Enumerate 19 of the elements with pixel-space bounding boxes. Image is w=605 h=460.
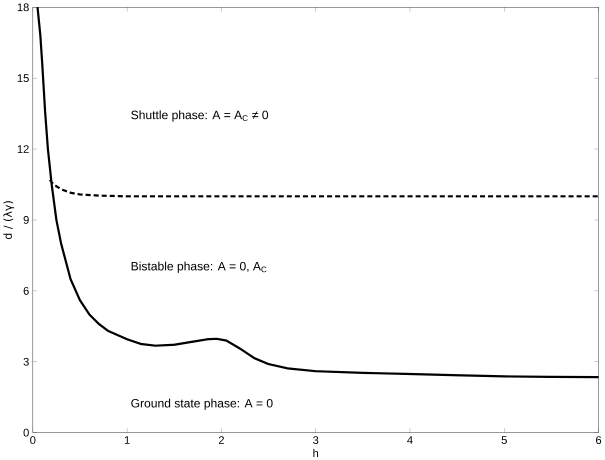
y-tick-label: 18 bbox=[18, 3, 29, 12]
x-tick-label: 3 bbox=[313, 436, 318, 444]
x-tick-label: 6 bbox=[596, 436, 602, 444]
annotation: Ground state phase: A = 0 bbox=[131, 398, 273, 410]
x-tick-label: 2 bbox=[218, 436, 224, 444]
x-tick-label: 1 bbox=[124, 436, 130, 444]
annotation: Bistable phase: A = 0, A$_{C}$ bbox=[132, 261, 266, 273]
y-tick-label: 15 bbox=[18, 74, 29, 82]
y-tick-label: 9 bbox=[24, 216, 29, 224]
y-axis-title: d / (λγ) bbox=[3, 201, 14, 239]
x-tick-label: 5 bbox=[502, 436, 507, 444]
y-tick-label: 6 bbox=[24, 286, 29, 295]
y-tick-label: 3 bbox=[24, 358, 29, 366]
y-tick-label: 0 bbox=[24, 428, 29, 436]
y-tick-label: 12 bbox=[18, 145, 29, 153]
x-axis-title: h bbox=[313, 448, 318, 457]
annotation: Shuttle phase: A = A$_{C}$ ≠ 0 bbox=[131, 110, 268, 122]
x-tick-label: 0 bbox=[30, 436, 36, 444]
x-tick-label: 4 bbox=[407, 436, 413, 444]
